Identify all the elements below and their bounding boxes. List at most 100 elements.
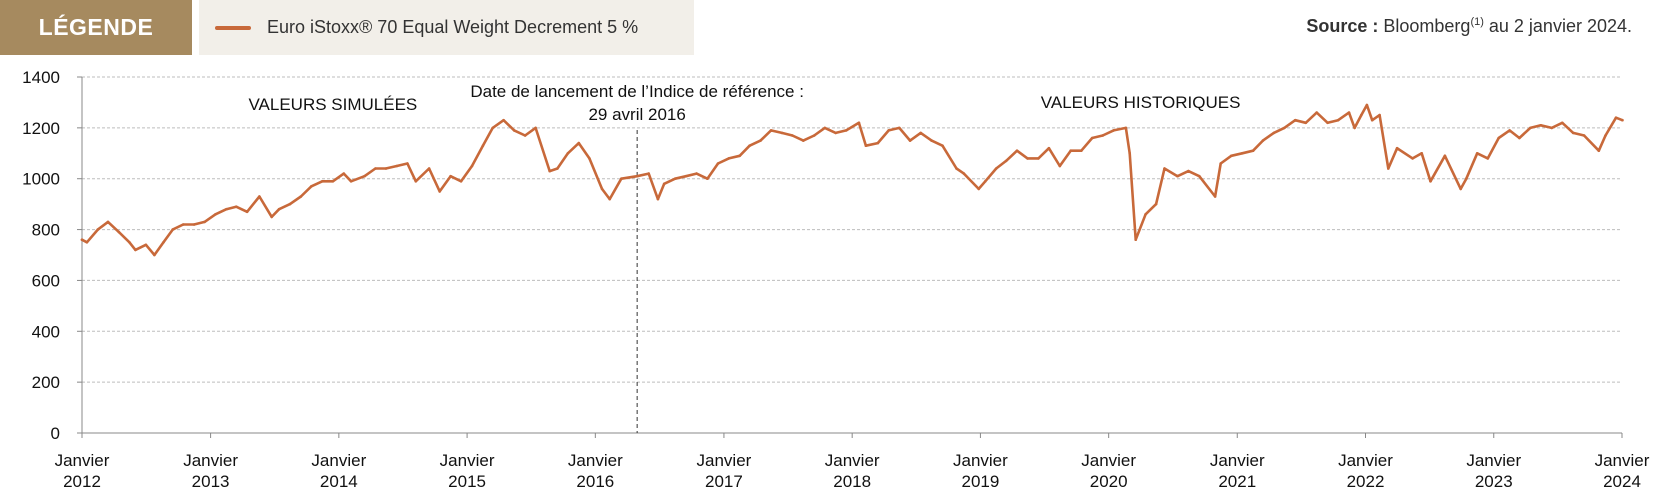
data-point	[876, 141, 880, 145]
data-point	[491, 126, 495, 130]
data-point	[1315, 111, 1318, 114]
data-point	[1124, 126, 1128, 130]
annotation-launch-line1: Date de lancement de l’Indice de référen…	[470, 82, 804, 101]
data-point	[1360, 113, 1363, 117]
data-point	[427, 167, 431, 170]
data-point	[96, 228, 100, 231]
x-tick-label: Janvier	[1081, 451, 1136, 470]
x-tick-label-year: 2015	[448, 472, 486, 491]
data-point	[1443, 154, 1447, 158]
series-group	[80, 103, 1624, 257]
data-point	[1261, 139, 1265, 142]
data-point	[1539, 124, 1543, 127]
annotation-simulated: VALEURS SIMULÉES	[248, 95, 417, 114]
data-point	[1497, 136, 1500, 140]
data-point	[1015, 149, 1019, 152]
data-point	[844, 129, 848, 132]
x-tick-label-year: 2018	[833, 472, 871, 491]
data-point	[534, 126, 537, 130]
data-point	[608, 197, 611, 201]
data-point	[270, 215, 274, 219]
x-tick-label-year: 2021	[1218, 472, 1256, 491]
data-point	[930, 139, 933, 142]
data-point	[780, 131, 784, 135]
data-point	[695, 172, 698, 175]
series-line	[80, 103, 1624, 257]
data-point	[374, 167, 377, 170]
data-point	[459, 180, 463, 183]
data-point	[321, 180, 324, 183]
x-tick-label-year: 2014	[320, 472, 358, 491]
data-point	[1090, 136, 1094, 140]
x-tick-label: Janvier	[1466, 451, 1521, 470]
data-point	[1230, 154, 1233, 158]
data-point	[162, 241, 165, 244]
data-point	[203, 220, 206, 224]
data-point	[791, 134, 794, 137]
data-point	[523, 134, 527, 137]
data-point	[1128, 152, 1131, 155]
data-point	[299, 195, 303, 198]
data-point	[342, 172, 346, 175]
data-point	[769, 129, 773, 132]
legend-title: LÉGENDE	[38, 14, 154, 40]
data-point	[706, 177, 709, 180]
data-point	[406, 162, 409, 165]
data-point	[1604, 134, 1607, 137]
data-point	[984, 180, 987, 183]
data-point	[662, 182, 666, 186]
data-point	[502, 118, 505, 122]
data-point	[727, 157, 731, 160]
x-tick-label-year: 2016	[576, 472, 614, 491]
data-point	[802, 139, 805, 142]
source-date: au 2 janvier 2024.	[1483, 16, 1632, 36]
data-point	[1004, 159, 1008, 163]
data-point	[1582, 134, 1586, 137]
annotation-launch-line2: 29 avril 2016	[588, 105, 685, 124]
data-point	[1550, 126, 1553, 130]
x-tick-label: Janvier	[1210, 451, 1265, 470]
data-point	[1163, 167, 1166, 170]
x-tick-label: Janvier	[183, 451, 238, 470]
data-point	[363, 174, 366, 178]
data-point	[673, 177, 677, 180]
annotation-historical: VALEURS HISTORIQUES	[1041, 93, 1241, 112]
data-point	[384, 167, 388, 170]
x-tick-label: Janvier	[55, 451, 110, 470]
data-point	[1134, 238, 1137, 241]
y-tick-label: 1200	[22, 119, 60, 138]
data-point	[941, 144, 944, 147]
legend-label: Euro iStoxx® 70 Equal Weight Decrement 5…	[267, 17, 639, 37]
data-point	[1283, 126, 1286, 130]
data-point	[1387, 167, 1390, 170]
data-point	[898, 126, 901, 130]
data-point	[117, 230, 121, 234]
data-point	[1251, 149, 1255, 152]
data-point	[1037, 157, 1040, 160]
x-tick-label: Janvier	[568, 451, 623, 470]
y-tick-label: 600	[32, 271, 60, 290]
data-point	[977, 187, 980, 191]
data-point	[647, 172, 650, 175]
data-point	[1508, 129, 1511, 132]
data-point	[748, 144, 751, 147]
data-point	[1459, 187, 1462, 191]
data-point	[556, 167, 559, 170]
data-point	[1026, 157, 1029, 160]
data-point	[1176, 174, 1179, 178]
data-point	[1597, 149, 1601, 152]
data-point	[823, 126, 827, 130]
source-note: Source : Bloomberg(1) au 2 janvier 2024.	[1306, 16, 1632, 37]
data-point	[438, 190, 442, 193]
y-tick-label: 1400	[22, 68, 60, 87]
data-point	[1475, 152, 1479, 155]
grid-lines	[82, 76, 1622, 383]
data-point	[1614, 116, 1618, 119]
data-point	[181, 223, 185, 226]
data-point	[1154, 202, 1158, 206]
data-point	[1529, 126, 1532, 130]
data-point	[277, 207, 281, 211]
data-point	[1486, 157, 1490, 160]
data-point	[1213, 195, 1217, 198]
